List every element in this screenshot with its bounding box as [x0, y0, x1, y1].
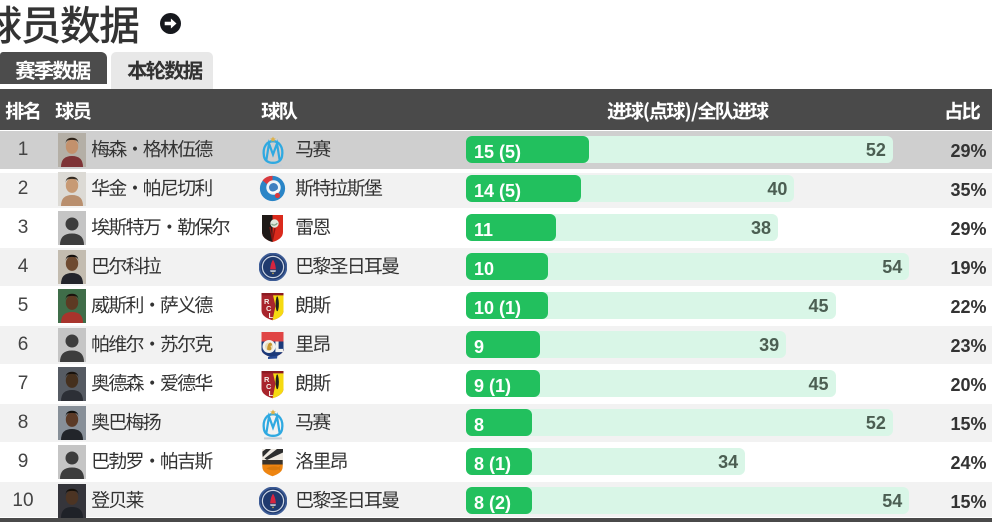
svg-text:C: C [266, 304, 272, 313]
svg-text:L: L [268, 389, 273, 398]
svg-text:R: R [264, 375, 270, 384]
svg-text:C: C [266, 382, 272, 391]
svg-text:R: R [264, 297, 270, 306]
svg-text:L: L [268, 311, 273, 320]
